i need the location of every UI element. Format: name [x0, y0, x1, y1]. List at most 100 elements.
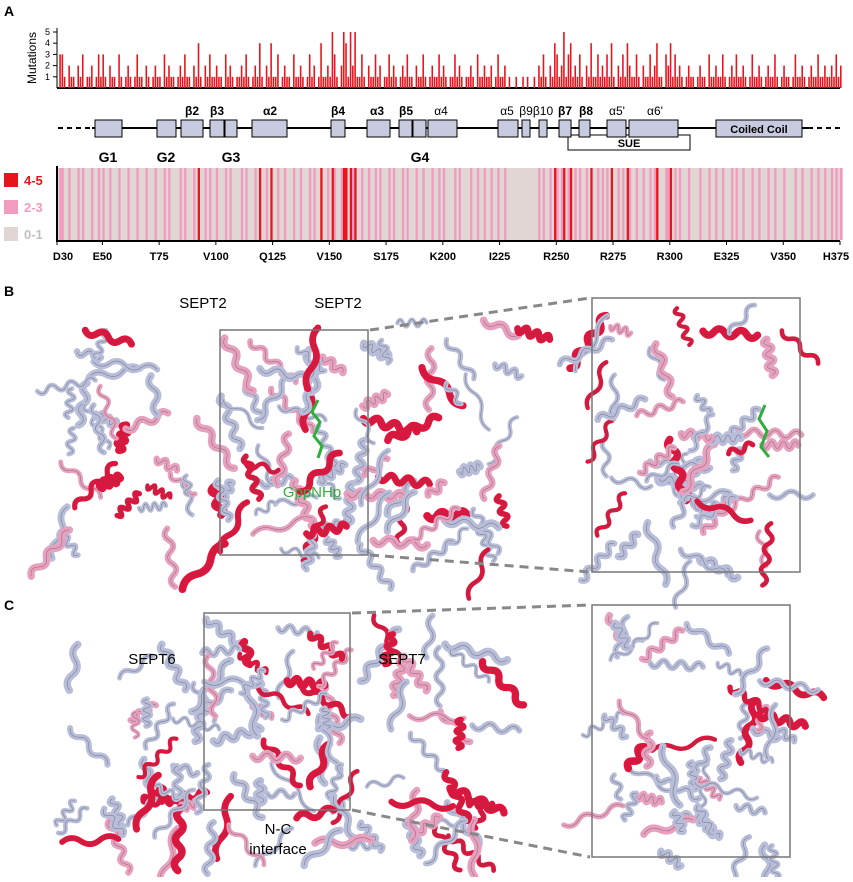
ribbon-edge	[142, 699, 151, 727]
ribbon-edge	[93, 360, 158, 371]
heat-cell	[422, 168, 426, 240]
heat-cell	[286, 168, 289, 240]
heat-cell	[751, 168, 755, 240]
bar	[445, 76, 447, 88]
heat-cell	[240, 168, 244, 240]
heat-cell	[470, 168, 473, 240]
ribbon-edge	[299, 452, 340, 492]
heat-cell	[193, 168, 196, 240]
ribbon-edge	[303, 830, 341, 866]
ribbon-edge	[66, 644, 78, 691]
ribbon-edge	[386, 491, 415, 532]
ss-element	[330, 119, 346, 138]
ss-element	[578, 119, 591, 138]
bar	[731, 65, 733, 88]
heat-cell	[442, 168, 446, 240]
bar	[692, 76, 695, 88]
ribbon-edge	[769, 491, 814, 499]
ribbon-edge	[735, 804, 766, 814]
ribbon-edge	[467, 799, 495, 810]
ribbon	[493, 493, 511, 529]
heat-cell	[293, 168, 296, 240]
bar	[100, 76, 102, 88]
heat-cell	[785, 168, 789, 240]
bar	[120, 76, 123, 88]
bar	[760, 76, 763, 88]
heat-cell	[460, 168, 464, 240]
ribbon-edge	[306, 523, 347, 537]
ribbon	[59, 833, 122, 847]
bar	[256, 76, 259, 88]
heat-cell	[447, 168, 451, 240]
bar	[386, 76, 388, 88]
ribbon	[463, 372, 492, 432]
ribbon	[465, 547, 491, 601]
ribbon-edge	[646, 462, 679, 482]
ribbon-edge	[303, 535, 316, 570]
ribbon-edge	[314, 837, 372, 846]
heat-cell	[574, 168, 578, 240]
heat-cell	[354, 168, 357, 240]
bar	[687, 65, 690, 88]
ribbon	[656, 847, 685, 871]
bar	[785, 76, 788, 88]
heat-cell	[159, 168, 162, 240]
bar	[322, 76, 325, 88]
bar	[470, 65, 472, 88]
heat-cell	[560, 168, 564, 240]
bar	[211, 76, 213, 88]
heat-cell	[699, 168, 702, 240]
ribbon-edge	[409, 733, 444, 771]
zoom-box	[203, 612, 351, 811]
bar	[229, 65, 232, 88]
heat-cell	[392, 168, 396, 240]
ribbon-edge	[684, 485, 710, 502]
heat-cell	[735, 168, 739, 240]
heat-cell	[687, 168, 691, 240]
ribbon-edge	[296, 347, 326, 372]
ribbon-edge	[146, 485, 171, 498]
ss-element	[628, 119, 679, 138]
bar	[363, 76, 365, 88]
ribbon-edge	[201, 645, 240, 656]
ribbon	[671, 558, 693, 610]
ribbon-edge	[763, 339, 776, 376]
heat-cell	[476, 168, 480, 240]
ribbon-edge	[131, 711, 140, 738]
bar	[728, 76, 731, 88]
bar	[118, 54, 120, 88]
ribbon-edge	[138, 738, 177, 778]
heat-cell	[436, 168, 439, 240]
bar	[336, 76, 338, 88]
heat-cell	[227, 168, 230, 240]
heat-cell	[678, 168, 682, 240]
bar	[590, 43, 592, 88]
x-tick-label: E50	[93, 251, 113, 263]
bar	[265, 65, 268, 88]
ribbon-edge	[477, 528, 496, 562]
ribbon	[178, 539, 229, 594]
heat-cell	[125, 168, 128, 240]
heat-cell	[72, 168, 76, 240]
heat-cell	[803, 168, 807, 240]
bar	[628, 65, 631, 88]
heat-cell	[549, 168, 553, 240]
heat-cell	[236, 168, 239, 240]
heat-cell	[136, 168, 140, 240]
heat-cell	[399, 168, 403, 240]
ribbon-edge	[483, 320, 519, 337]
ribbon	[600, 712, 630, 741]
heat-cell	[728, 168, 732, 240]
ribbon-edge	[173, 765, 182, 797]
bar	[656, 43, 658, 88]
bar	[753, 76, 756, 88]
bar	[672, 76, 674, 88]
heat-cell	[411, 168, 414, 240]
ribbon	[253, 499, 277, 517]
heat-cell	[565, 168, 569, 240]
chain-label: SEPT2	[314, 295, 362, 312]
ribbon-edge	[653, 343, 673, 398]
bar	[440, 76, 443, 88]
heat-cell	[340, 168, 344, 240]
bar	[140, 76, 143, 88]
